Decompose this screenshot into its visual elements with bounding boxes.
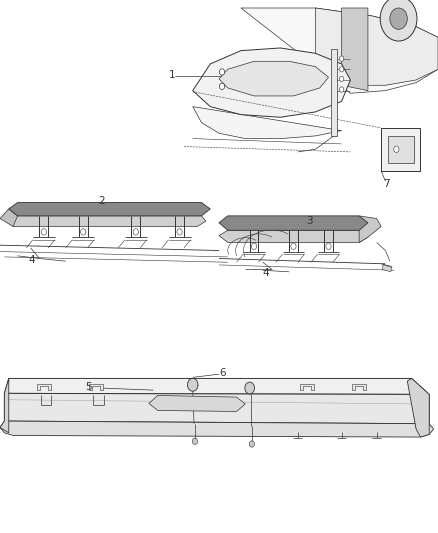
Circle shape xyxy=(177,229,182,235)
Circle shape xyxy=(187,378,198,391)
Text: 2: 2 xyxy=(99,197,105,206)
Polygon shape xyxy=(381,128,420,171)
Circle shape xyxy=(339,67,344,72)
Polygon shape xyxy=(0,209,18,227)
Polygon shape xyxy=(241,8,438,93)
Text: 1: 1 xyxy=(169,70,175,79)
Circle shape xyxy=(326,243,331,249)
Polygon shape xyxy=(37,384,51,390)
Polygon shape xyxy=(0,378,9,433)
Polygon shape xyxy=(331,49,337,136)
Polygon shape xyxy=(300,384,314,390)
Polygon shape xyxy=(219,61,328,96)
Polygon shape xyxy=(359,216,381,243)
Polygon shape xyxy=(315,8,438,85)
Circle shape xyxy=(339,76,344,82)
Text: 4: 4 xyxy=(263,268,269,278)
Polygon shape xyxy=(9,216,206,227)
Circle shape xyxy=(291,243,296,249)
Circle shape xyxy=(249,441,254,447)
Circle shape xyxy=(380,0,417,41)
Circle shape xyxy=(245,382,254,394)
Polygon shape xyxy=(9,203,210,216)
Text: 6: 6 xyxy=(219,368,226,378)
Circle shape xyxy=(219,83,225,90)
Circle shape xyxy=(41,229,46,235)
Text: 3: 3 xyxy=(307,216,313,226)
Text: 7: 7 xyxy=(383,179,390,189)
Polygon shape xyxy=(219,230,368,243)
Polygon shape xyxy=(407,378,429,437)
Polygon shape xyxy=(193,107,342,139)
Text: 4: 4 xyxy=(28,255,35,265)
Circle shape xyxy=(339,87,344,92)
Circle shape xyxy=(81,229,86,235)
Polygon shape xyxy=(352,384,366,390)
Polygon shape xyxy=(4,393,429,424)
Circle shape xyxy=(251,243,257,249)
Polygon shape xyxy=(4,378,429,394)
Polygon shape xyxy=(382,265,392,272)
Circle shape xyxy=(390,8,407,29)
Text: 5: 5 xyxy=(85,383,92,392)
Circle shape xyxy=(394,146,399,152)
Circle shape xyxy=(133,229,138,235)
Polygon shape xyxy=(0,421,434,437)
Polygon shape xyxy=(342,8,368,91)
Polygon shape xyxy=(193,48,350,117)
Polygon shape xyxy=(388,136,414,163)
Polygon shape xyxy=(219,216,368,230)
Circle shape xyxy=(339,56,344,61)
Polygon shape xyxy=(89,384,103,390)
Circle shape xyxy=(192,438,198,445)
Polygon shape xyxy=(149,395,245,411)
Circle shape xyxy=(219,69,225,75)
